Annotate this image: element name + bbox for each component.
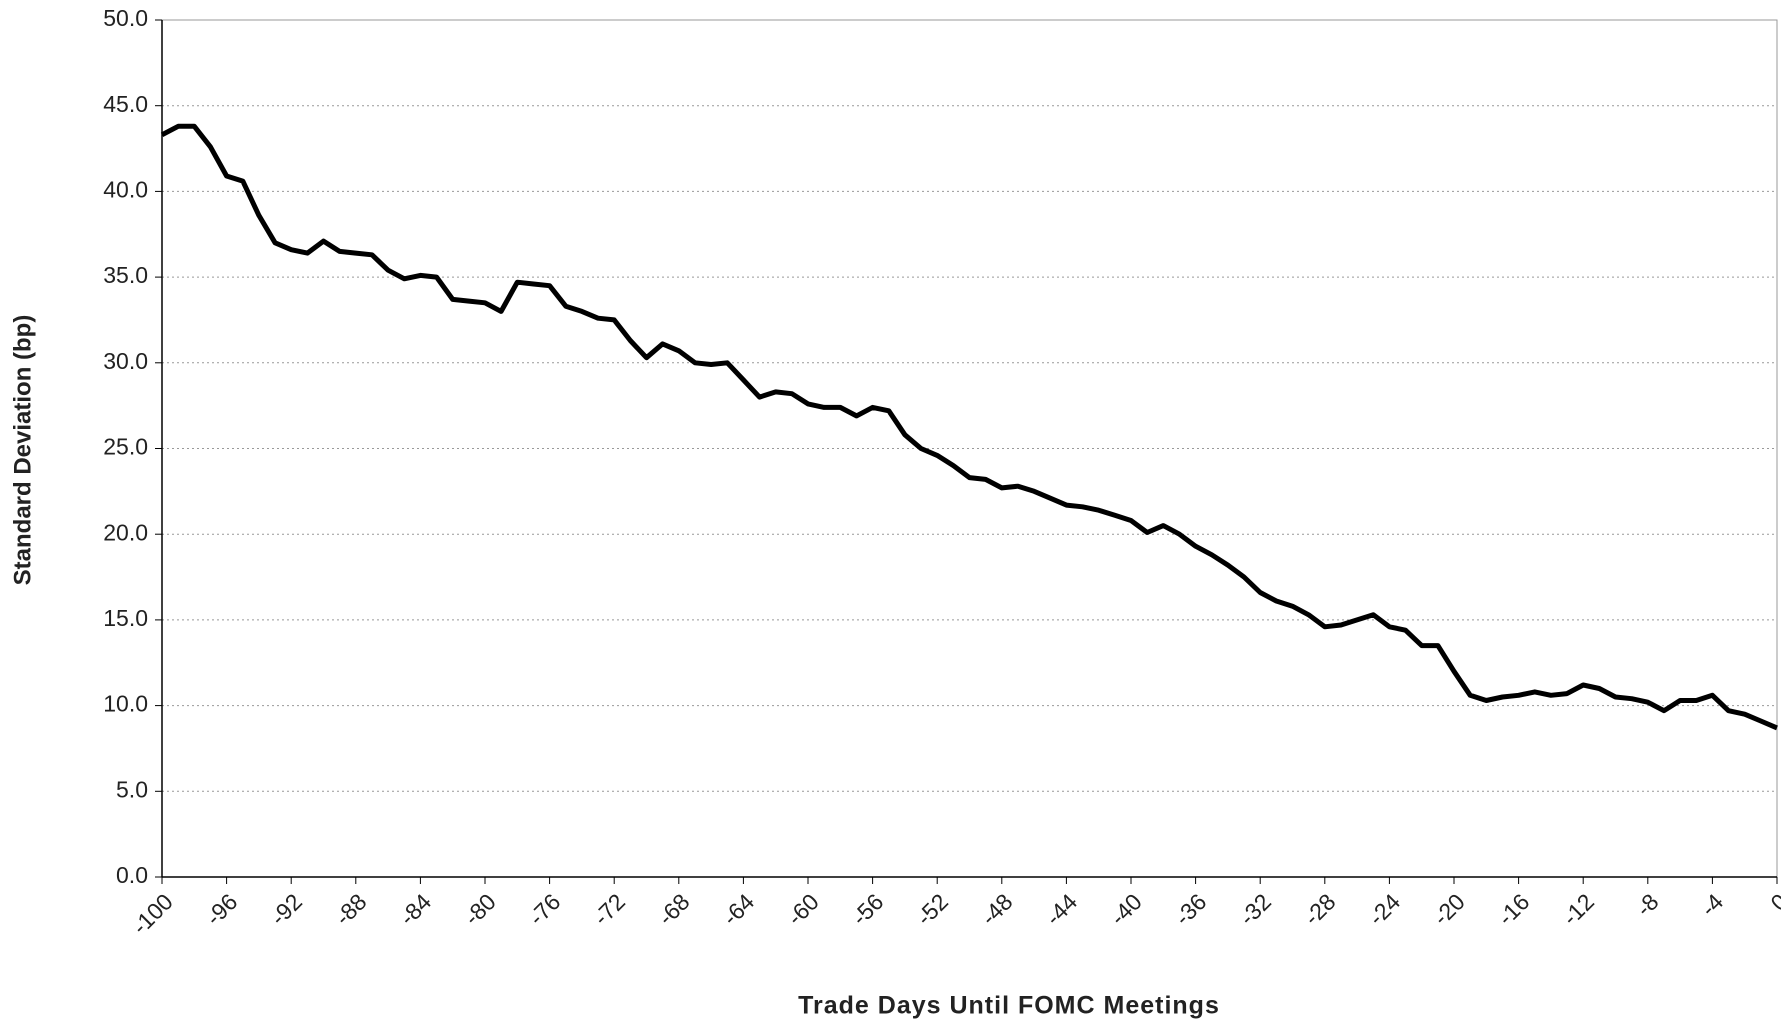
x-tick-label: -32: [1234, 888, 1276, 930]
y-tick-label: 0.0: [116, 862, 148, 888]
y-tick-label: 50.0: [103, 5, 148, 31]
x-tick-label: -96: [201, 888, 243, 930]
x-tick-label: -64: [717, 888, 759, 930]
x-tick-label: -12: [1557, 888, 1599, 930]
x-tick-label: -72: [588, 888, 630, 930]
x-tick-label: -84: [394, 888, 436, 930]
plot-frame: [161, 19, 1778, 878]
x-tick-label: -40: [1105, 888, 1147, 930]
x-tick-label: -44: [1040, 888, 1082, 930]
x-tick-label: 0: [1765, 888, 1781, 915]
y-tick-label: 30.0: [103, 348, 148, 374]
x-axis-title: Trade Days Until FOMC Meetings: [798, 992, 1220, 1020]
y-axis-title: Standard Deviation (bp): [9, 315, 36, 586]
y-tick-label: 5.0: [116, 776, 148, 802]
x-tick-label: -76: [524, 888, 566, 930]
x-tick-label: -48: [976, 888, 1018, 930]
x-tick-label: -60: [782, 888, 824, 930]
x-tick-label: -16: [1493, 888, 1535, 930]
x-tick-label: -92: [265, 888, 307, 930]
x-tick-label: -36: [1170, 888, 1212, 930]
y-tick-label: 35.0: [103, 262, 148, 288]
y-tick-label: 25.0: [103, 434, 148, 460]
x-tick-label: -24: [1363, 888, 1405, 930]
y-tick-label: 40.0: [103, 176, 148, 202]
x-tick-label: -52: [911, 888, 953, 930]
y-tick-label: 10.0: [103, 691, 148, 717]
x-tick-label: -8: [1631, 888, 1664, 921]
data-line: [160, 123, 1778, 731]
y-tick-label: 20.0: [103, 519, 148, 545]
x-tick-label: -100: [127, 888, 178, 939]
x-tick-label: -56: [847, 888, 889, 930]
x-tick-label: -4: [1695, 888, 1728, 921]
x-tick-label: -20: [1428, 888, 1470, 930]
y-tick-label: 45.0: [103, 91, 148, 117]
x-tick-label: -28: [1299, 888, 1341, 930]
y-tick-label: 15.0: [103, 605, 148, 631]
x-tick-label: -80: [459, 888, 501, 930]
x-tick-label: -88: [330, 888, 372, 930]
x-tick-label: -68: [653, 888, 695, 930]
